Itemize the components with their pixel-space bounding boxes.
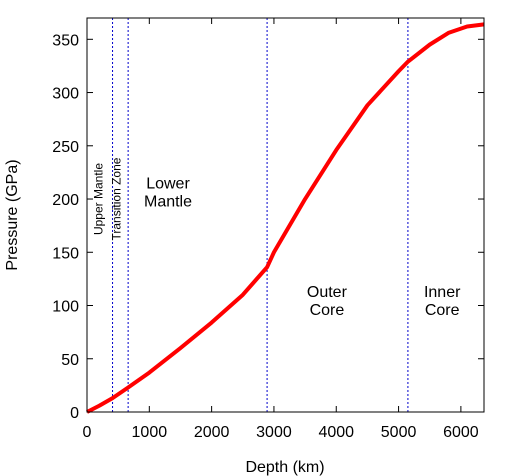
x-tick-label-2: 2000 <box>194 424 230 441</box>
x-ticks: 0 1000 2000 3000 4000 5000 6000 <box>83 18 479 441</box>
x-axis-title: Depth (km) <box>245 459 324 476</box>
y-tick-label-6: 300 <box>52 86 79 103</box>
annotations: Upper Mantle Transition Zone Lower Mantle Ou… <box>92 157 462 319</box>
y-ticks: 0 50 100 150 200 250 300 350 <box>52 32 484 422</box>
pressure-curve <box>86 22 485 414</box>
plot-frame <box>86 17 485 413</box>
x-tick-label-6: 6000 <box>443 424 479 441</box>
annotation-2: Lower Mantle <box>144 175 192 210</box>
boundary-lines <box>112 18 409 412</box>
y-tick-label-3: 150 <box>52 245 79 262</box>
y-tick-label-7: 350 <box>52 32 79 49</box>
annotation-0: Upper Mantle <box>92 163 106 235</box>
x-tick-label-0: 0 <box>83 424 92 441</box>
y-tick-label-5: 250 <box>52 139 79 156</box>
x-tick-label-3: 3000 <box>256 424 292 441</box>
x-tick-label-5: 5000 <box>381 424 417 441</box>
annotation-1: Transition Zone <box>110 157 124 240</box>
y-tick-label-1: 50 <box>61 352 79 369</box>
y-tick-label-4: 200 <box>52 192 79 209</box>
x-tick-label-1: 1000 <box>132 424 168 441</box>
y-tick-label-0: 0 <box>70 405 79 422</box>
annotation-3: Outer Core <box>307 284 348 319</box>
y-tick-label-2: 100 <box>52 299 79 316</box>
y-axis-title: Pressure (GPa) <box>4 159 21 270</box>
annotation-4: Inner Core <box>424 284 461 319</box>
x-tick-label-4: 4000 <box>318 424 354 441</box>
